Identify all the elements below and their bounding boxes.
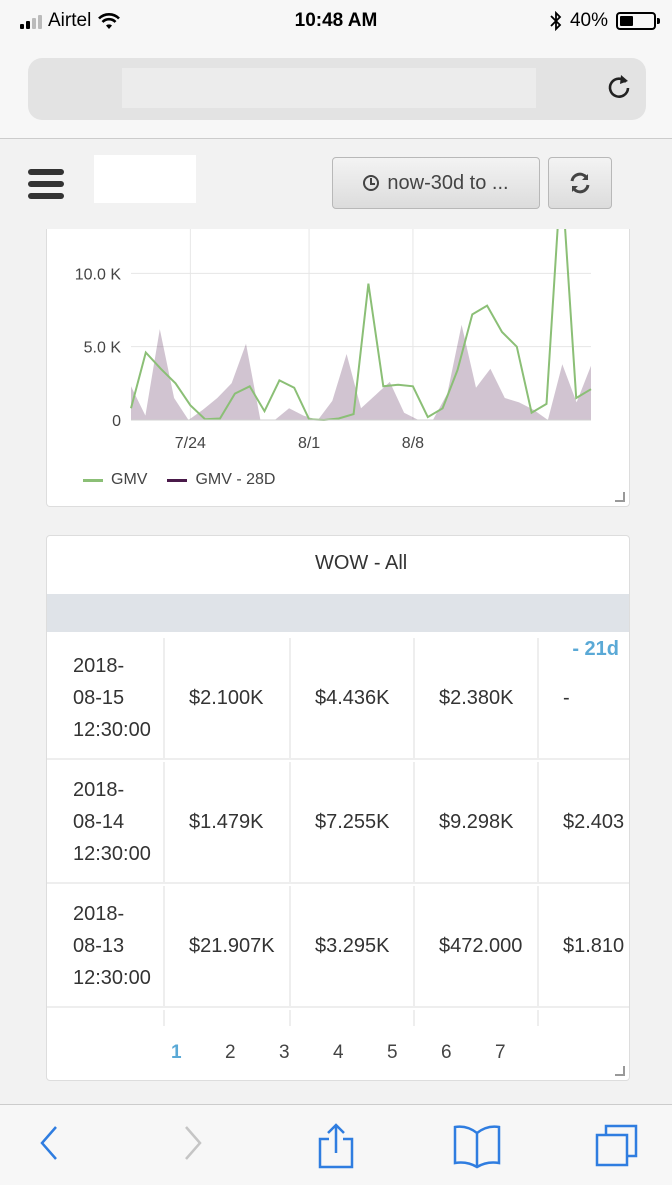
bookmarks-icon[interactable] — [452, 1123, 502, 1169]
reload-icon[interactable] — [604, 72, 634, 102]
column-header-21d[interactable]: - 21d — [572, 638, 619, 660]
share-icon[interactable] — [316, 1123, 356, 1169]
wifi-icon — [98, 13, 121, 29]
value-cell — [291, 1010, 415, 1040]
table-row-partial — [47, 1010, 629, 1040]
legend-item-gmv-28d[interactable]: GMV - 28D — [167, 471, 275, 489]
legend-label-gmv-28d: GMV - 28D — [195, 471, 276, 488]
value-cell: $1.479K — [165, 762, 291, 882]
status-bar: Airtel 10:48 AM 40% — [0, 0, 672, 44]
page-link[interactable]: 7 — [495, 1042, 506, 1063]
table-row[interactable]: 2018- 08-14 12:30:00 $1.479K $7.255K $9.298K $… — [47, 762, 629, 884]
y-tick-label: 0 — [112, 413, 121, 430]
page-link[interactable]: 2 — [225, 1042, 236, 1063]
value-cell — [47, 1010, 165, 1040]
y-tick-label: 10.0 K — [75, 266, 122, 283]
value-cell: $1.810 — [563, 934, 625, 957]
date-text: 12:30:00 — [73, 843, 151, 865]
series-area-gmv-28d — [131, 324, 591, 420]
x-tick-label: 8/8 — [402, 435, 424, 452]
page-link[interactable]: 6 — [441, 1042, 452, 1063]
value-cell: $3.295K — [291, 886, 415, 1006]
pagination: 1 2 3 4 5 6 7 — [47, 1026, 629, 1076]
tabs-icon[interactable] — [594, 1123, 640, 1169]
value-cell — [415, 1010, 539, 1040]
legend-swatch-gmv-28d — [167, 478, 188, 482]
clock-time: 10:48 AM — [294, 10, 378, 31]
value-cell: $7.255K — [291, 762, 415, 882]
date-text: 08-13 — [73, 935, 125, 957]
resize-handle[interactable] — [615, 492, 625, 502]
address-text-redacted[interactable] — [122, 68, 536, 108]
forward-icon[interactable] — [182, 1123, 206, 1163]
value-cell: $4.436K — [291, 638, 415, 758]
gmv-chart: 05.0 K10.0 K15.0 K7/248/18/8 — [75, 229, 592, 452]
table-title: WOW - All — [315, 552, 408, 574]
date-text: 2018- — [73, 655, 125, 677]
resize-handle[interactable] — [615, 1066, 625, 1076]
value-cell: $9.298K — [415, 762, 539, 882]
status-right: 40% — [550, 10, 660, 32]
wow-table-panel: WOW - All - 21d 2018- 08-15 12:30:00 $2.100… — [46, 535, 630, 1081]
table-title-bar: WOW - All — [47, 536, 629, 594]
battery-icon — [616, 12, 660, 30]
title-redacted — [205, 536, 309, 564]
table-header-row — [47, 594, 629, 632]
page-link[interactable]: 1 — [171, 1042, 182, 1063]
back-icon[interactable] — [36, 1123, 60, 1163]
clock-icon — [363, 175, 380, 191]
battery-percent: 40% — [569, 10, 608, 31]
value-cell — [165, 1010, 291, 1040]
date-text: 08-15 — [73, 687, 125, 709]
value-cell: $21.907K — [165, 886, 291, 1006]
hamburger-menu-icon[interactable] — [28, 169, 64, 203]
legend-item-gmv[interactable]: GMV — [83, 471, 147, 489]
page-link[interactable]: 5 — [387, 1042, 398, 1063]
date-cell: 2018- 08-14 12:30:00 — [47, 762, 165, 882]
table-row[interactable]: 2018- 08-15 12:30:00 $2.100K $4.436K $2.380K - — [47, 638, 629, 760]
date-text: 2018- — [73, 903, 125, 925]
carrier-name: Airtel — [48, 10, 92, 31]
refresh-icon — [570, 172, 590, 194]
bluetooth-icon — [550, 11, 562, 31]
date-text: 2018- — [73, 779, 125, 801]
app-header: now-30d to ... — [0, 139, 672, 229]
date-cell: 2018- 08-15 12:30:00 — [47, 638, 165, 758]
refresh-button[interactable] — [548, 157, 612, 209]
x-tick-label: 7/24 — [175, 435, 206, 452]
value-cell: $2.403 — [563, 810, 625, 833]
date-text: 12:30:00 — [73, 967, 151, 989]
value-cell: $2.380K — [415, 638, 539, 758]
legend-label-gmv: GMV — [111, 471, 148, 488]
chart-legend: GMV GMV - 28D — [83, 471, 275, 489]
legend-swatch-gmv — [83, 478, 103, 482]
value-cell: - — [563, 686, 570, 709]
time-range-button[interactable]: now-30d to ... — [332, 157, 540, 209]
value-cell: $472.000 — [415, 886, 539, 1006]
page-link[interactable]: 4 — [333, 1042, 344, 1063]
x-tick-label: 8/1 — [298, 435, 320, 452]
carrier: Airtel — [20, 10, 121, 32]
table-row[interactable]: 2018- 08-13 12:30:00 $21.907K $3.295K $472.00… — [47, 886, 629, 1008]
date-cell: 2018- 08-13 12:30:00 — [47, 886, 165, 1006]
date-text: 12:30:00 — [73, 719, 151, 741]
signal-icon — [20, 13, 42, 29]
date-text: 08-14 — [73, 811, 125, 833]
series-line-gmv — [130, 229, 592, 422]
logo-redacted — [94, 155, 196, 203]
browser-toolbar — [0, 1104, 672, 1185]
y-tick-label: 5.0 K — [84, 340, 122, 357]
browser-address-area — [0, 44, 672, 139]
time-range-label: now-30d to ... — [387, 171, 509, 194]
page-link[interactable]: 3 — [279, 1042, 290, 1063]
address-bar[interactable] — [28, 58, 646, 120]
gmv-chart-panel: 05.0 K10.0 K15.0 K7/248/18/8 GMV GMV - 2… — [46, 229, 630, 507]
value-cell: $2.100K — [165, 638, 291, 758]
